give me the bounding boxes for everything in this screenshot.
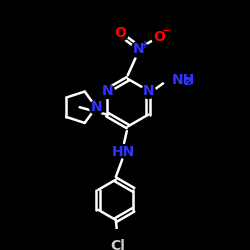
Text: +: + — [141, 40, 149, 50]
Text: O: O — [114, 26, 126, 40]
Text: N: N — [101, 84, 113, 98]
Text: Cl: Cl — [110, 239, 125, 250]
Text: O: O — [153, 30, 165, 44]
Text: HN: HN — [112, 145, 135, 159]
Text: −: − — [162, 26, 171, 36]
Text: NH: NH — [172, 73, 196, 87]
Text: N: N — [90, 100, 102, 114]
Text: 2: 2 — [183, 78, 191, 88]
Text: N: N — [133, 42, 144, 56]
Text: N: N — [142, 84, 154, 98]
